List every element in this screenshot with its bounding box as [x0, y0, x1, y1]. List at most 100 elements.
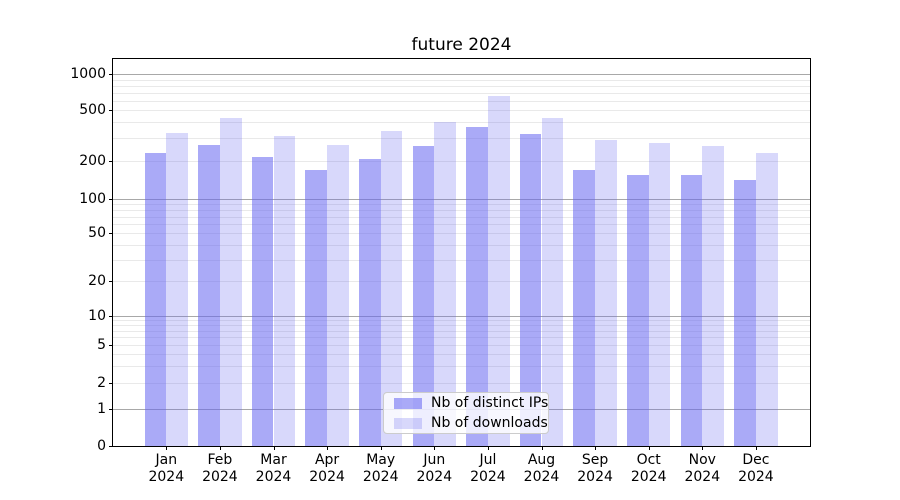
- bar-downloads-may: [380, 130, 403, 446]
- x-tick-mark-dec: [755, 446, 757, 450]
- x-tick-label-jul: Jul 2024: [470, 452, 506, 485]
- x-tick-label-aug: Aug 2024: [523, 452, 560, 485]
- gridline-major-10: [113, 315, 810, 317]
- gridline-minor-700: [113, 92, 810, 94]
- legend-item-downloads: Nb of downloads: [394, 415, 548, 431]
- y-tick-label-200: 200: [79, 152, 106, 169]
- y-tick-label-20: 20: [88, 273, 106, 289]
- bar-distinct-ips-jun: [412, 146, 435, 446]
- bar-downloads-oct: [648, 142, 671, 446]
- bar-downloads-sep: [595, 140, 617, 446]
- gridline-minor-7: [113, 330, 810, 332]
- bar-distinct-ips-oct: [627, 175, 649, 446]
- gridline-minor-800: [113, 85, 810, 87]
- legend-label-distinct-ips: Nb of distinct IPs: [431, 395, 549, 411]
- gridline-minor-80: [113, 210, 810, 211]
- gridline-minor-4: [113, 354, 810, 356]
- y-tick-mark-20: [109, 281, 113, 282]
- x-tick-label-dec: Dec 2024: [738, 452, 774, 485]
- bar-distinct-ips-feb: [198, 145, 220, 446]
- gridline-minor-90: [113, 204, 810, 206]
- x-tick-label-may: May 2024: [362, 452, 399, 485]
- x-tick-label-oct: Oct 2024: [630, 452, 667, 485]
- gridline-minor-9: [113, 320, 810, 322]
- x-tick-mark-oct: [648, 446, 650, 450]
- y-tick-label-2: 2: [97, 375, 106, 392]
- y-tick-mark-5: [109, 344, 113, 346]
- x-tick-mark-sep: [595, 446, 597, 450]
- gridline-major-100: [113, 199, 810, 200]
- y-tick-label-1: 1: [97, 401, 106, 418]
- gridline-minor-400: [113, 122, 810, 124]
- bar-distinct-ips-nov: [680, 175, 703, 446]
- bar-distinct-ips-jul: [466, 127, 488, 446]
- y-tick-mark-10: [109, 315, 113, 317]
- y-tick-label-50: 50: [88, 225, 106, 242]
- x-tick-label-jun: Jun 2024: [416, 452, 453, 485]
- bar-downloads-feb: [219, 117, 242, 446]
- y-tick-label-500: 500: [79, 102, 106, 118]
- gridline-minor-200: [113, 160, 810, 162]
- gridline-minor-500: [113, 110, 810, 111]
- gridline-minor-30: [113, 259, 810, 261]
- bar-distinct-ips-may: [359, 159, 381, 446]
- bar-downloads-nov: [702, 146, 724, 446]
- legend-item-distinct-ips: Nb of distinct IPs: [394, 395, 548, 411]
- x-tick-mark-mar: [273, 446, 275, 450]
- x-tick-mark-aug: [541, 446, 543, 450]
- gridline-minor-5: [113, 344, 810, 346]
- y-tick-label-5: 5: [97, 336, 106, 353]
- gridline-minor-70: [113, 216, 810, 218]
- chart-title: future 2024: [411, 35, 512, 55]
- bar-downloads-dec: [755, 152, 778, 446]
- y-tick-mark-50: [109, 233, 113, 235]
- y-tick-mark-0: [109, 446, 113, 447]
- y-tick-label-0: 0: [97, 438, 106, 454]
- bar-distinct-ips-mar: [251, 156, 274, 446]
- gridline-minor-3: [113, 366, 810, 368]
- bar-distinct-ips-sep: [573, 169, 596, 446]
- x-tick-label-nov: Nov 2024: [684, 452, 721, 485]
- x-tick-label-jan: Jan 2024: [148, 452, 185, 485]
- y-tick-mark-500: [109, 110, 113, 111]
- y-tick-mark-1000: [109, 74, 113, 75]
- x-tick-mark-jan: [166, 446, 168, 450]
- x-tick-mark-feb: [219, 446, 221, 450]
- y-tick-mark-1: [109, 409, 113, 411]
- gridline-major-1000: [113, 74, 810, 75]
- bar-downloads-apr: [327, 145, 349, 446]
- y-tick-label-100: 100: [79, 191, 106, 207]
- x-tick-mark-nov: [702, 446, 704, 450]
- y-tick-label-1000: 1000: [70, 66, 106, 82]
- gridline-minor-60: [113, 224, 810, 226]
- y-tick-label-10: 10: [88, 307, 106, 324]
- x-tick-mark-jul: [487, 446, 489, 450]
- x-tick-mark-jun: [434, 446, 436, 450]
- x-tick-label-mar: Mar 2024: [255, 452, 292, 485]
- bar-distinct-ips-jan: [144, 152, 167, 446]
- legend-label-downloads: Nb of downloads: [431, 415, 548, 431]
- y-tick-mark-100: [109, 199, 113, 200]
- bar-distinct-ips-apr: [305, 169, 328, 446]
- x-tick-label-feb: Feb 2024: [202, 452, 238, 485]
- gridline-minor-40: [113, 244, 810, 246]
- bar-downloads-jun: [434, 122, 456, 446]
- legend: Nb of distinct IPs Nb of downloads: [383, 392, 549, 434]
- gridline-minor-8: [113, 325, 810, 327]
- gridline-minor-2: [113, 383, 810, 385]
- bar-downloads-jan: [166, 132, 188, 446]
- bar-downloads-jul: [487, 96, 510, 446]
- x-tick-mark-may: [380, 446, 382, 450]
- y-tick-mark-2: [109, 383, 113, 385]
- x-tick-mark-apr: [327, 446, 329, 450]
- x-tick-label-apr: Apr 2024: [309, 452, 345, 485]
- gridline-minor-600: [113, 100, 810, 102]
- y-tick-mark-200: [109, 160, 113, 162]
- legend-swatch-downloads: [394, 417, 422, 429]
- bar-downloads-mar: [273, 135, 296, 446]
- gridline-minor-6: [113, 337, 810, 339]
- bar-downloads-aug: [541, 118, 564, 446]
- legend-swatch-distinct-ips: [394, 397, 422, 409]
- gridline-minor-900: [113, 79, 810, 81]
